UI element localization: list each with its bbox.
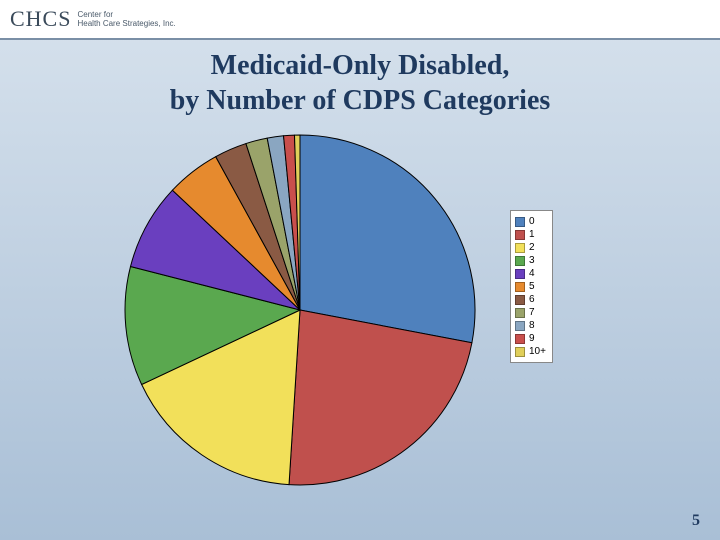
legend-row-5: 5 xyxy=(515,280,546,293)
header-bar: CHCS Center for Health Care Strategies, … xyxy=(0,0,720,38)
logo-main: CHCS xyxy=(10,6,71,32)
logo-sub-line1: Center for xyxy=(77,10,113,19)
legend-row-1: 1 xyxy=(515,228,546,241)
legend-row-6: 6 xyxy=(515,293,546,306)
legend-label: 4 xyxy=(529,268,535,279)
page-number: 5 xyxy=(692,512,700,530)
legend-label: 10+ xyxy=(529,346,546,357)
legend-label: 8 xyxy=(529,320,535,331)
legend-row-7: 7 xyxy=(515,306,546,319)
legend-label: 1 xyxy=(529,229,535,240)
legend-swatch xyxy=(515,269,525,279)
legend-row-9: 9 xyxy=(515,332,546,345)
header-divider xyxy=(0,38,720,40)
pie-slice-0 xyxy=(300,135,475,343)
legend-row-0: 0 xyxy=(515,215,546,228)
legend-label: 7 xyxy=(529,307,535,318)
legend-label: 9 xyxy=(529,333,535,344)
legend: 0 1 2 3 4 5 6 7 8 9 10+ xyxy=(510,210,553,363)
legend-swatch xyxy=(515,347,525,357)
slide: CHCS Center for Health Care Strategies, … xyxy=(0,0,720,540)
legend-swatch xyxy=(515,217,525,227)
legend-swatch xyxy=(515,334,525,344)
legend-swatch xyxy=(515,295,525,305)
title-line1: Medicaid-Only Disabled, xyxy=(211,50,510,81)
pie-chart-svg xyxy=(110,130,490,490)
logo-subtitle: Center for Health Care Strategies, Inc. xyxy=(77,10,175,28)
legend-swatch xyxy=(515,308,525,318)
pie-chart xyxy=(110,130,490,490)
legend-row-8: 8 xyxy=(515,319,546,332)
legend-swatch xyxy=(515,282,525,292)
logo-sub-line2: Health Care Strategies, Inc. xyxy=(77,19,175,28)
legend-swatch xyxy=(515,321,525,331)
legend-row-4: 4 xyxy=(515,267,546,280)
legend-row-2: 2 xyxy=(515,241,546,254)
legend-row-3: 3 xyxy=(515,254,546,267)
legend-swatch xyxy=(515,256,525,266)
slide-title: Medicaid-Only Disabled, by Number of CDP… xyxy=(0,48,720,118)
legend-swatch xyxy=(515,243,525,253)
legend-label: 0 xyxy=(529,216,535,227)
legend-label: 3 xyxy=(529,255,535,266)
legend-label: 2 xyxy=(529,242,535,253)
legend-label: 6 xyxy=(529,294,535,305)
title-line2: by Number of CDPS Categories xyxy=(170,85,551,116)
legend-swatch xyxy=(515,230,525,240)
legend-label: 5 xyxy=(529,281,535,292)
legend-row-10+: 10+ xyxy=(515,345,546,358)
